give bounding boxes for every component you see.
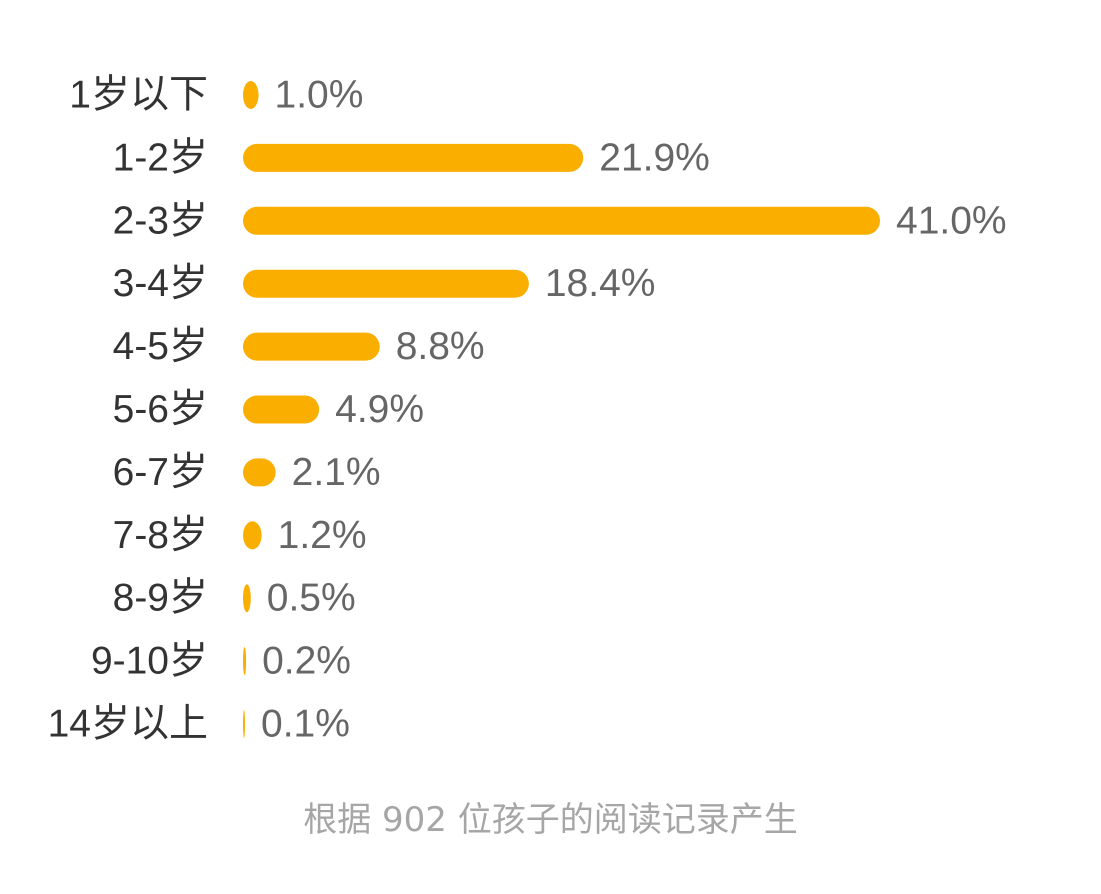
value-label: 0.1%	[261, 703, 350, 746]
value-label: 21.9%	[599, 136, 710, 179]
value-label: 2.1%	[292, 451, 381, 494]
value-label: 4.9%	[335, 388, 424, 431]
value-label: 41.0%	[896, 199, 1007, 242]
bar	[243, 458, 276, 487]
bar	[243, 521, 262, 550]
category-label: 14岁以上	[48, 703, 208, 746]
category-label: 1岁以下	[69, 74, 208, 117]
bar	[243, 584, 251, 613]
category-label: 2-3岁	[113, 199, 208, 242]
category-label: 9-10岁	[91, 640, 208, 683]
bar	[243, 332, 380, 361]
bar	[243, 206, 880, 235]
bar	[243, 269, 529, 298]
category-label: 1-2岁	[113, 136, 208, 179]
bar	[243, 710, 245, 738]
value-label: 0.2%	[262, 640, 351, 683]
value-label: 1.0%	[275, 74, 364, 117]
value-label: 0.5%	[267, 577, 356, 620]
bar	[243, 143, 584, 172]
category-label: 8-9岁	[113, 577, 208, 620]
value-label: 18.4%	[545, 262, 656, 305]
bar	[243, 647, 247, 676]
category-label: 6-7岁	[113, 451, 208, 494]
category-label: 4-5岁	[113, 325, 208, 368]
category-label: 3-4岁	[113, 262, 208, 305]
category-label: 7-8岁	[113, 514, 208, 557]
chart-footnote: 根据 902 位孩子的阅读记录产生	[303, 800, 798, 840]
category-label: 5-6岁	[113, 388, 208, 431]
bar	[243, 81, 259, 109]
value-label: 1.2%	[278, 514, 367, 557]
bar	[243, 395, 320, 424]
value-label: 8.8%	[396, 325, 485, 368]
